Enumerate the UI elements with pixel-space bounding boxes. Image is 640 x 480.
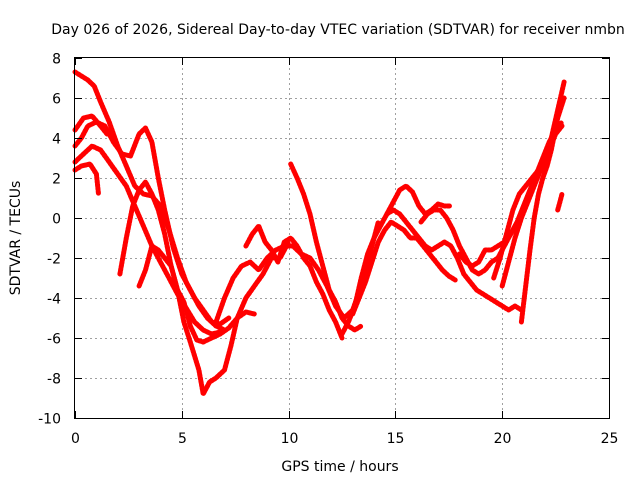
series-line-2 bbox=[72, 113, 110, 137]
series-line-14 bbox=[384, 207, 524, 313]
series-line-6 bbox=[117, 179, 206, 345]
y-tick-label: 2 bbox=[52, 172, 61, 188]
series-line-4 bbox=[72, 143, 223, 337]
y-tick-label: -8 bbox=[47, 372, 61, 388]
grid bbox=[75, 58, 609, 418]
series-line-5 bbox=[72, 161, 101, 197]
series-line-20 bbox=[555, 191, 565, 213]
y-tick-label: 8 bbox=[52, 52, 61, 68]
series-line-3 bbox=[72, 119, 227, 333]
series-line-7 bbox=[200, 309, 257, 345]
x-tick-label: 5 bbox=[178, 431, 187, 447]
series-line-13 bbox=[350, 219, 458, 317]
series-line-8 bbox=[136, 239, 292, 397]
axis-ticks: 0 5 10 15 20 25 -10 -8 -6 -4 -2 0 2 4 6 8 bbox=[38, 52, 618, 448]
x-tick-label: 25 bbox=[601, 431, 619, 447]
y-tick-label: 6 bbox=[52, 92, 61, 108]
series-line-11 bbox=[288, 161, 364, 333]
y-tick-label: 4 bbox=[52, 132, 61, 148]
data-series bbox=[72, 69, 567, 397]
y-tick-label: 0 bbox=[52, 212, 61, 228]
x-tick-label: 15 bbox=[387, 431, 405, 447]
y-tick-label: -4 bbox=[47, 292, 61, 308]
y-axis-label: SDTVAR / TECUs bbox=[8, 181, 24, 296]
x-tick-label: 10 bbox=[281, 431, 299, 447]
y-tick-label: -6 bbox=[47, 332, 61, 348]
x-tick-label: 0 bbox=[71, 431, 80, 447]
series-line-19 bbox=[499, 155, 550, 289]
y-tick-label: -2 bbox=[47, 252, 61, 268]
plot-frame bbox=[74, 57, 610, 419]
x-axis-label: GPS time / hours bbox=[281, 459, 398, 475]
series-line-18 bbox=[518, 95, 567, 325]
y-tick-label: -10 bbox=[38, 412, 61, 428]
series-line-10 bbox=[243, 223, 345, 341]
chart-title: Day 026 of 2026, Sidereal Day-to-day VTE… bbox=[51, 22, 625, 38]
x-tick-label: 20 bbox=[494, 431, 512, 447]
